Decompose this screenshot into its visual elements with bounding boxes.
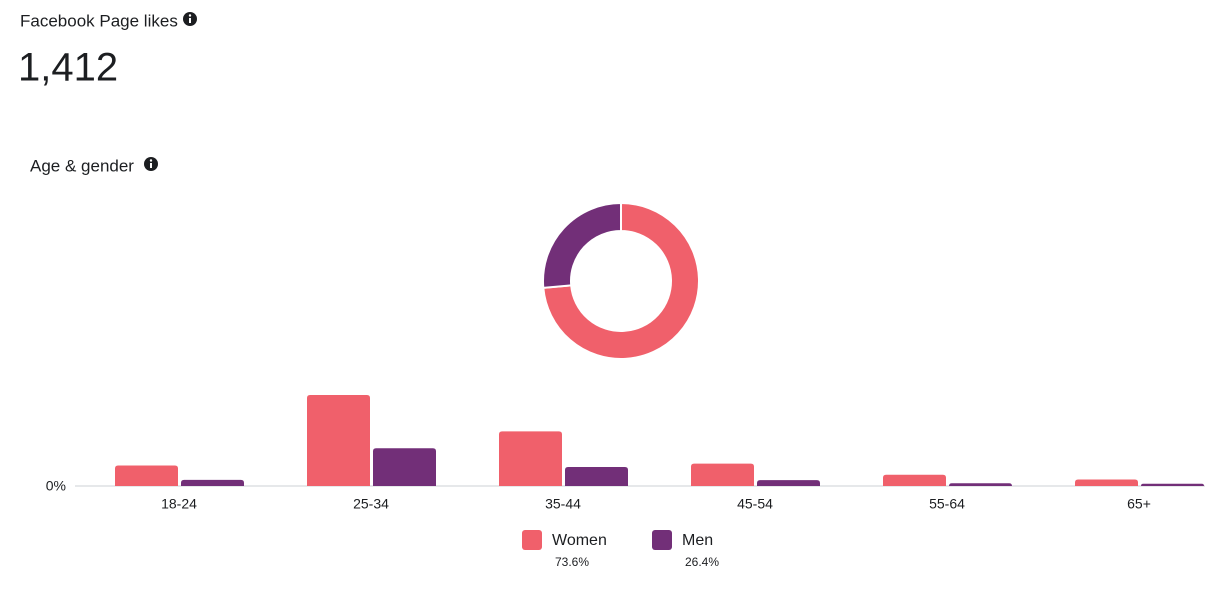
- x-tick-label: 65+: [1127, 496, 1151, 512]
- bar: [307, 395, 370, 486]
- legend-swatch: [652, 530, 672, 550]
- bar: [757, 480, 820, 486]
- bar: [115, 465, 178, 486]
- legend-label: Women: [552, 532, 607, 549]
- bar: [883, 474, 946, 486]
- bar: [499, 431, 562, 486]
- bar: [1141, 483, 1204, 486]
- x-tick-label: 18-24: [161, 496, 197, 512]
- legend-swatch: [522, 530, 542, 550]
- x-tick-label: 25-34: [353, 496, 389, 512]
- x-tick-label: 45-54: [737, 496, 773, 512]
- bar: [949, 483, 1012, 486]
- bar: [565, 466, 628, 486]
- legend-percent: 73.6%: [555, 555, 589, 569]
- bar: [373, 448, 436, 486]
- bar: [691, 463, 754, 486]
- legend-percent: 26.4%: [685, 555, 719, 569]
- likes-count: 1,412: [18, 46, 118, 90]
- card-title: Facebook Page likes: [20, 11, 178, 30]
- bar: [181, 479, 244, 486]
- x-tick-label: 35-44: [545, 496, 581, 512]
- info-icon[interactable]: [183, 12, 197, 26]
- donut-segment: [542, 201, 700, 360]
- legend-label: Men: [682, 532, 713, 549]
- section-title: Age & gender: [30, 156, 134, 175]
- donut-segment: [542, 201, 622, 289]
- x-tick-label: 55-64: [929, 496, 965, 512]
- y-tick-label: 0%: [46, 478, 66, 494]
- bar: [1075, 479, 1138, 486]
- info-icon[interactable]: [144, 157, 158, 171]
